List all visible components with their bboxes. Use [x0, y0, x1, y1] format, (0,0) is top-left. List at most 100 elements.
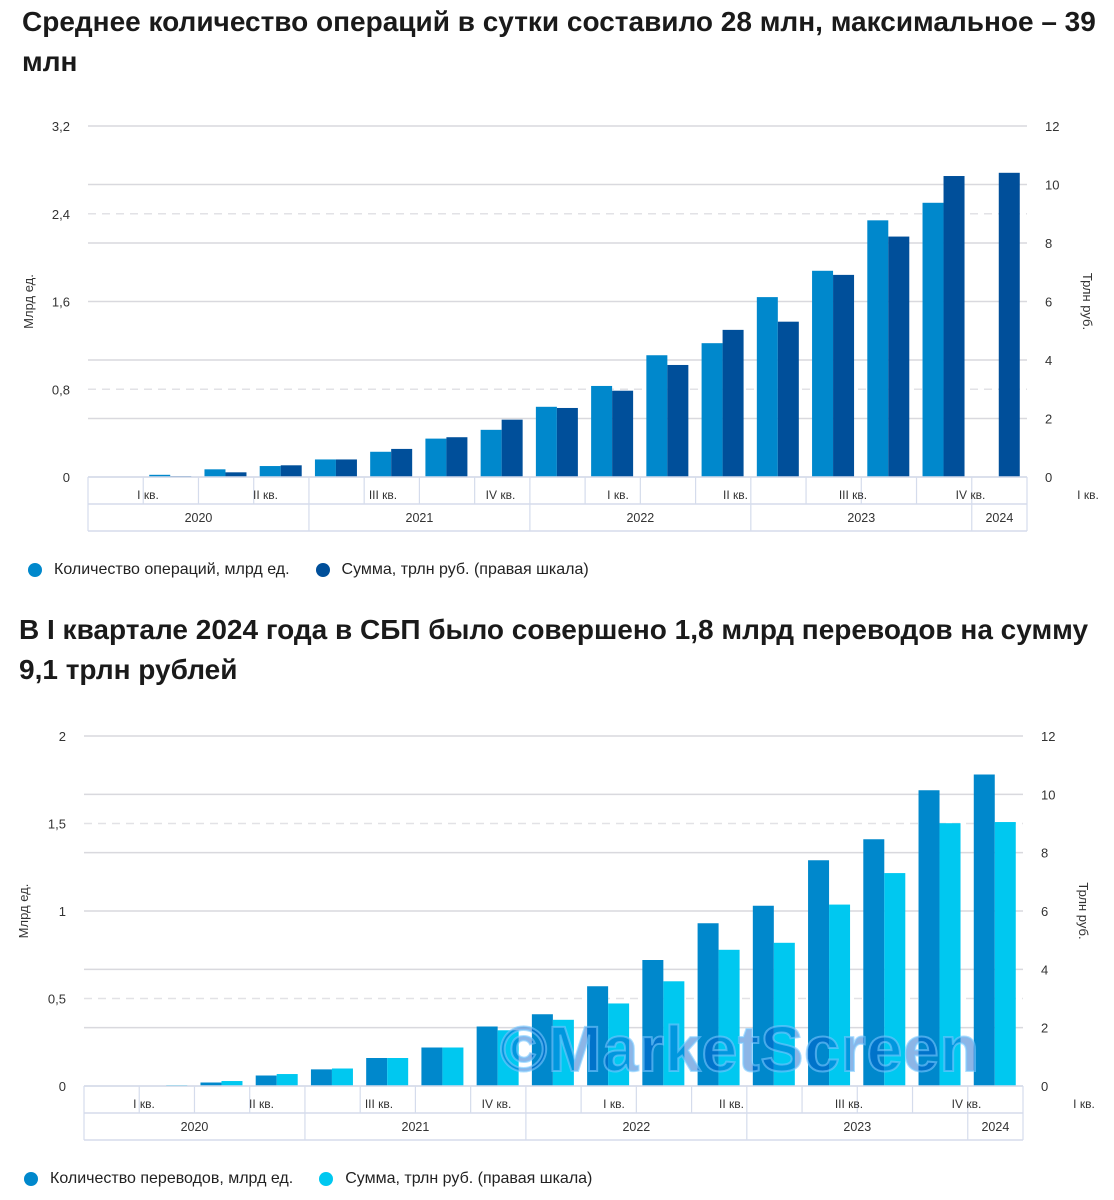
legend-item[interactable]: Сумма, трлн руб. (правая шкала) — [319, 1170, 592, 1188]
quarter-label: I кв. — [1073, 1097, 1095, 1111]
quarter-label: I кв. — [137, 488, 159, 502]
bar-right-series — [442, 1047, 464, 1086]
bar-left-series — [149, 474, 171, 477]
legend-item[interactable]: Сумма, трлн руб. (правая шкала) — [315, 561, 589, 579]
legend-label: Сумма, трлн руб. (правая шкала) — [345, 1170, 593, 1187]
quarter-label: I кв. — [133, 1097, 155, 1111]
left-axis-tick-label: 2 — [59, 729, 66, 744]
bar-right-series — [829, 904, 851, 1086]
bar-right-series — [773, 942, 795, 1086]
bar-right-series — [387, 1058, 409, 1086]
quarter-label: I кв. — [603, 1097, 625, 1111]
bar-right-series — [335, 459, 357, 477]
year-label: 2023 — [843, 1120, 871, 1134]
quarter-label: III кв. — [839, 488, 867, 502]
legend-label: Количество операций, млрд ед. — [54, 561, 290, 578]
bar-right-series — [718, 949, 740, 1086]
quarter-label: IV кв. — [952, 1097, 982, 1111]
legend-label: Количество переводов, млрд ед. — [50, 1170, 294, 1187]
bar-left-series — [535, 406, 557, 477]
left-axis-tick-label: 0 — [63, 470, 70, 485]
bar-right-series — [663, 981, 685, 1086]
bar-right-series — [446, 437, 468, 477]
left-axis-tick-label: 0,5 — [48, 992, 66, 1007]
right-axis-tick-label: 12 — [1041, 729, 1055, 744]
legend-item[interactable]: Количество операций, млрд ед. — [28, 561, 290, 579]
bar-right-series — [276, 1074, 298, 1086]
legend-item[interactable]: Количество переводов, млрд ед. — [24, 1170, 293, 1188]
right-axis-tick-label: 12 — [1045, 119, 1059, 134]
chart-2-legend: Количество переводов, млрд ед. Сумма, тр… — [24, 1170, 618, 1188]
quarter-label: III кв. — [365, 1097, 393, 1111]
bar-left-series — [310, 1069, 332, 1086]
chart-1-legend: Количество операций, млрд ед. Сумма, трл… — [28, 561, 615, 579]
bar-right-series — [884, 873, 906, 1086]
bar-right-series — [667, 364, 689, 477]
bar-right-series — [722, 329, 744, 477]
left-axis-tick-label: 1,6 — [52, 295, 70, 310]
legend-marker — [315, 563, 330, 577]
bar-left-series — [646, 355, 668, 477]
left-axis-tick-label: 2,4 — [52, 207, 70, 222]
right-axis-tick-label: 4 — [1041, 962, 1048, 977]
bar-left-series — [366, 1058, 388, 1086]
bar-left-series — [259, 466, 281, 477]
bar-right-series — [501, 419, 523, 477]
quarter-label: II кв. — [719, 1097, 744, 1111]
bar-left-series — [752, 905, 774, 1086]
right-axis-tick-label: 8 — [1041, 846, 1048, 861]
left-axis-title: Млрд ед. — [21, 274, 36, 329]
bar-right-series — [608, 1003, 630, 1086]
bar-right-series — [552, 1019, 574, 1086]
right-axis-tick-label: 6 — [1045, 295, 1052, 310]
bar-left-series — [973, 774, 995, 1086]
bar-left-series — [808, 860, 830, 1086]
quarter-label: III кв. — [835, 1097, 863, 1111]
left-axis-tick-label: 0,8 — [52, 382, 70, 397]
right-axis-tick-label: 0 — [1045, 470, 1052, 485]
bar-left-series — [476, 1026, 498, 1086]
right-axis-tick-label: 10 — [1041, 787, 1055, 802]
bar-left-series — [370, 451, 392, 477]
bar-right-series — [225, 472, 247, 477]
bar-left-series — [812, 270, 834, 477]
bar-left-series — [480, 429, 502, 477]
quarter-label: IV кв. — [482, 1097, 512, 1111]
bar-right-series — [612, 390, 634, 477]
year-label: 2021 — [402, 1120, 430, 1134]
bar-right-series — [998, 172, 1020, 478]
quarter-label: IV кв. — [956, 488, 986, 502]
bar-right-series — [556, 407, 578, 477]
bar-right-series — [833, 274, 855, 477]
quarter-label: II кв. — [723, 488, 748, 502]
bar-left-series — [922, 202, 944, 477]
year-label: 2021 — [406, 511, 434, 525]
right-axis-tick-label: 2 — [1045, 412, 1052, 427]
chart-2-title: В I квартале 2024 года в СБП было соверш… — [19, 614, 1089, 685]
year-label: 2024 — [981, 1120, 1009, 1134]
quarter-label: IV кв. — [486, 488, 516, 502]
right-axis-tick-label: 8 — [1045, 236, 1052, 251]
bar-left-series — [531, 1014, 553, 1086]
right-axis-tick-label: 6 — [1041, 904, 1048, 919]
bar-right-series — [331, 1068, 353, 1086]
bar-left-series — [697, 923, 719, 1086]
bar-right-series — [391, 448, 413, 477]
bar-left-series — [200, 1082, 222, 1086]
year-label: 2024 — [985, 511, 1013, 525]
right-axis-title: Трлн руб. — [1080, 273, 1095, 330]
bar-left-series — [591, 385, 613, 477]
quarter-label: I кв. — [607, 488, 629, 502]
bar-left-series — [867, 220, 889, 478]
year-label: 2020 — [181, 1120, 209, 1134]
quarter-label: I кв. — [1077, 488, 1099, 502]
bar-right-series — [943, 176, 965, 477]
quarter-label: III кв. — [369, 488, 397, 502]
right-axis-title: Трлн руб. — [1076, 882, 1091, 939]
year-label: 2020 — [185, 511, 213, 525]
bar-left-series — [701, 343, 723, 477]
bar-left-series — [314, 459, 336, 477]
bar-left-series — [756, 297, 778, 477]
